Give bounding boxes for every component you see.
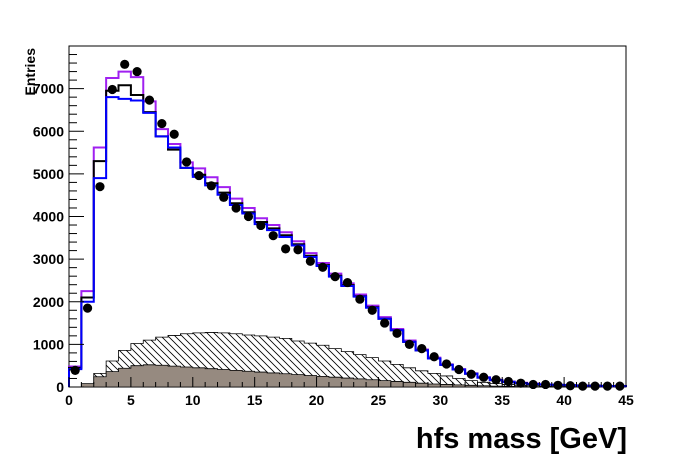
data-point (82, 303, 93, 313)
data-point (107, 84, 117, 95)
x-tick-label: 20 (309, 392, 325, 408)
y-tick-label: 5000 (33, 166, 64, 182)
data-point (330, 272, 340, 282)
data-point (491, 375, 501, 385)
data-point (268, 231, 278, 241)
y-tick-label: 3000 (33, 251, 64, 267)
data-point (206, 181, 216, 191)
data-point (342, 277, 353, 288)
data-point (95, 182, 105, 192)
x-tick-label: 15 (247, 392, 263, 408)
data-point (256, 220, 266, 231)
data-point (293, 245, 303, 255)
data-point (181, 157, 192, 167)
data-point (120, 59, 130, 69)
data-point (578, 381, 588, 391)
x-tick-label: 10 (185, 392, 201, 408)
data-point (231, 203, 241, 213)
y-tick-label: 1000 (33, 336, 64, 352)
data-point (194, 170, 204, 181)
data-point (590, 381, 600, 391)
x-axis-title: hfs mass [GeV] (416, 423, 627, 455)
data-point (404, 339, 414, 349)
data-point (479, 372, 489, 382)
data-point (528, 379, 538, 390)
data-point (466, 369, 476, 379)
x-tick-label: 25 (371, 392, 387, 408)
y-tick-label: 7000 (33, 81, 64, 97)
data-point (305, 256, 315, 266)
data-point (367, 305, 377, 315)
x-tick-label: 0 (65, 392, 73, 408)
y-axis-title: Entries (22, 48, 38, 96)
x-tick-label: 40 (556, 392, 572, 408)
x-tick-label: 45 (618, 392, 634, 408)
data-point (417, 344, 427, 354)
data-point (615, 381, 625, 391)
x-tick-label: 5 (127, 392, 135, 408)
data-point (553, 380, 563, 390)
data-point (441, 359, 452, 369)
data-point (157, 118, 167, 129)
data-point (540, 379, 551, 390)
y-tick-label: 4000 (33, 209, 64, 225)
data-point (132, 66, 142, 77)
data-point (281, 244, 291, 254)
data-point (169, 129, 179, 139)
data-point (392, 328, 402, 338)
x-tick-label: 30 (433, 392, 449, 408)
data-point (516, 378, 526, 388)
data-point (355, 294, 365, 304)
data-point (144, 95, 155, 105)
data-point (602, 381, 613, 391)
data-point (219, 192, 229, 202)
plot-frame (68, 45, 627, 388)
data-point (503, 376, 514, 387)
data-point (454, 364, 464, 375)
data-point (318, 262, 328, 272)
data-point (565, 381, 575, 391)
y-tick-label: 0 (56, 379, 64, 395)
y-tick-label: 6000 (33, 123, 64, 139)
x-tick-label: 35 (494, 392, 510, 408)
data-point (380, 318, 390, 328)
data-point (243, 211, 254, 222)
axes: 0 5 10 15 20 25 30 35 40 45 0 1000 2000 3000 4000 5000 6… (33, 45, 634, 408)
data-point (429, 352, 439, 362)
y-tick-label: 2000 (33, 294, 64, 310)
